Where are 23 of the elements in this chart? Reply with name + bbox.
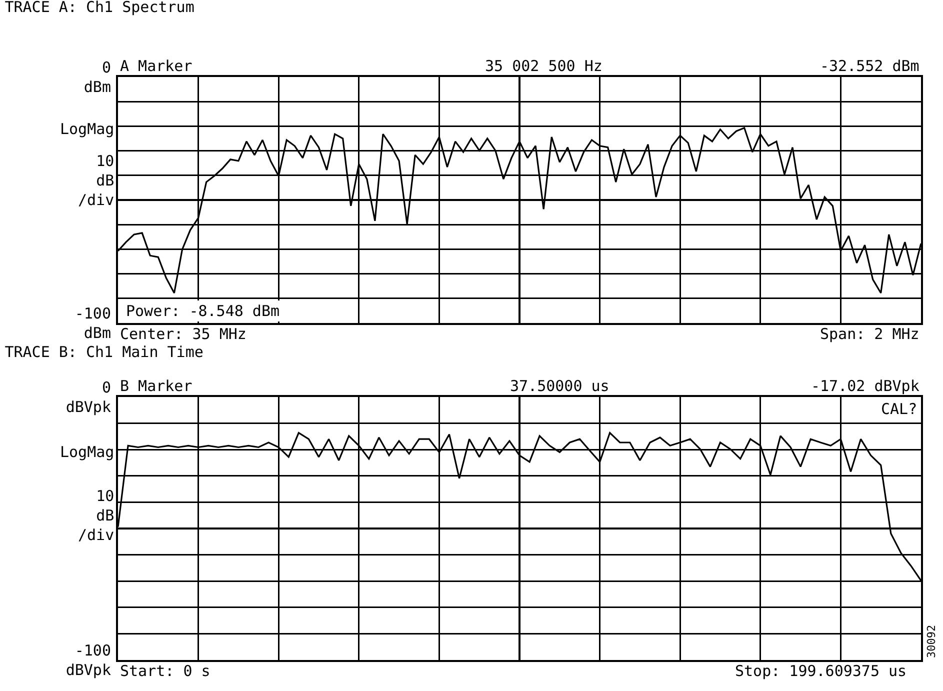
y-axis-title: 10 dB /div (78, 487, 114, 544)
annotation: CAL? (881, 400, 918, 418)
text: -32.552 dBm (820, 57, 920, 75)
text: Stop: 199.609375 us (735, 662, 907, 680)
text: Span: 2 MHz (820, 325, 920, 343)
chart-title: TRACE B: Ch1 Main Time (4, 343, 204, 362)
text: LogMag (60, 443, 114, 461)
y-axis-title: 10 dB /div (78, 152, 114, 209)
text: Center: 35 MHz (120, 325, 246, 343)
text: Start: 0 s (120, 662, 210, 680)
text: 35 002 500 Hz (485, 57, 602, 75)
text: B Marker (120, 377, 192, 395)
annotation: Power: -8.548 dBm (126, 302, 280, 320)
text: A Marker (120, 57, 192, 75)
chart-title: TRACE A: Ch1 Spectrum (4, 0, 194, 16)
y-tick-label: 0 dBVpk (66, 378, 111, 416)
y-tick-label: -100 dBm (74, 304, 111, 342)
y-tick-label: 0 dBm (84, 58, 111, 96)
text: LogMag (60, 120, 114, 138)
text: 37.50000 us (510, 377, 610, 395)
text: -17.02 dBVpk (811, 377, 920, 395)
y-tick-label: -100 dBVpk (66, 642, 111, 679)
text: 30092 (925, 624, 938, 658)
